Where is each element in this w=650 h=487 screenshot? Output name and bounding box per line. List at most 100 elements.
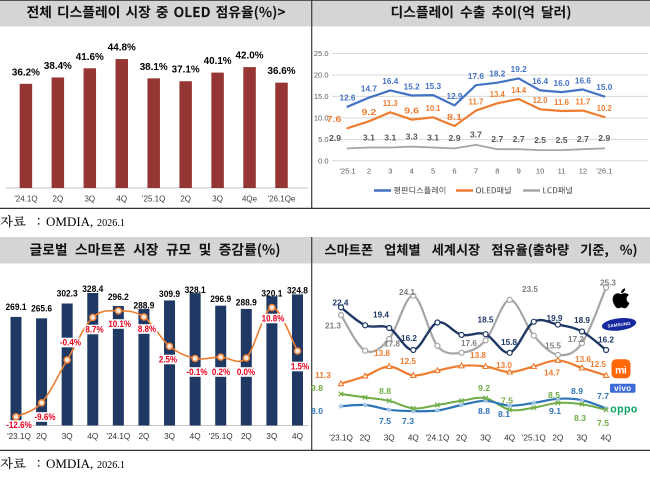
svg-text:288.9: 288.9 — [236, 297, 257, 308]
svg-text:20.0: 20.0 — [314, 71, 329, 80]
svg-text:38.1%: 38.1% — [140, 62, 168, 73]
svg-text:2026.1: 2026.1 — [97, 218, 125, 229]
svg-text:25.0: 25.0 — [314, 49, 329, 58]
svg-text:7.5: 7.5 — [597, 419, 610, 428]
svg-text:7.6: 7.6 — [327, 115, 343, 124]
svg-text:12.6: 12.6 — [340, 94, 357, 103]
svg-text:8.0: 8.0 — [311, 407, 324, 416]
svg-text:42.0%: 42.0% — [236, 51, 264, 62]
svg-text:-12.6%: -12.6% — [6, 420, 32, 430]
svg-text:-0.1%: -0.1% — [187, 367, 208, 377]
svg-text:37.1%: 37.1% — [172, 65, 200, 76]
svg-text:12.5: 12.5 — [590, 360, 607, 369]
svg-text:15.2: 15.2 — [404, 82, 421, 91]
svg-text:40.1%: 40.1% — [204, 56, 232, 67]
svg-text:2Q: 2Q — [36, 432, 47, 441]
svg-text:13.8: 13.8 — [374, 349, 391, 358]
svg-text:8.8%: 8.8% — [138, 324, 156, 334]
svg-text:328.4: 328.4 — [82, 284, 104, 295]
svg-text:2.7: 2.7 — [577, 135, 590, 144]
svg-text:309.9: 309.9 — [159, 289, 180, 300]
svg-text:8.5: 8.5 — [548, 391, 561, 400]
svg-text:7: 7 — [474, 166, 478, 175]
svg-text:7.5: 7.5 — [501, 396, 514, 405]
svg-text:8.3: 8.3 — [574, 414, 587, 423]
svg-text:4Q: 4Q — [504, 434, 515, 443]
svg-text:4Q: 4Q — [408, 434, 419, 443]
svg-text:16.6: 16.6 — [575, 76, 592, 85]
svg-text:19.9: 19.9 — [547, 314, 564, 323]
svg-text:44.8%: 44.8% — [108, 43, 136, 54]
svg-text:8.9: 8.9 — [571, 387, 584, 396]
svg-text:3.1: 3.1 — [427, 133, 440, 142]
svg-text:8.1: 8.1 — [447, 113, 463, 122]
svg-text:2Q: 2Q — [552, 434, 563, 443]
svg-text:15.3: 15.3 — [425, 82, 442, 91]
svg-text:'23.1Q: '23.1Q — [7, 432, 31, 441]
svg-text:17.6: 17.6 — [468, 72, 485, 81]
svg-text:3Q: 3Q — [84, 194, 95, 203]
svg-text:288.9: 288.9 — [133, 300, 154, 311]
svg-text:'25.1: '25.1 — [339, 166, 355, 175]
svg-text:14.7: 14.7 — [361, 84, 378, 93]
svg-text:15.5: 15.5 — [545, 342, 562, 351]
svg-text:296.2: 296.2 — [108, 292, 129, 303]
svg-text:10.1%: 10.1% — [108, 319, 131, 329]
svg-text:2.9: 2.9 — [449, 134, 462, 143]
svg-text:3: 3 — [388, 166, 392, 175]
svg-text:8.1: 8.1 — [498, 410, 511, 419]
svg-text:320.1: 320.1 — [261, 289, 283, 300]
svg-text:4Q: 4Q — [116, 194, 127, 203]
svg-text:'24.1Q: '24.1Q — [425, 434, 449, 443]
svg-text:1.5%: 1.5% — [291, 362, 309, 372]
svg-text:11.7: 11.7 — [468, 97, 484, 106]
svg-text:12.5: 12.5 — [400, 357, 417, 366]
svg-text:324.8: 324.8 — [287, 286, 308, 297]
svg-text:10: 10 — [536, 166, 544, 175]
svg-text:36.2%: 36.2% — [12, 67, 40, 78]
svg-text:3.7: 3.7 — [470, 131, 483, 140]
svg-text:4Q: 4Q — [87, 432, 98, 441]
svg-text:21.3: 21.3 — [325, 321, 342, 330]
svg-text:2.5: 2.5 — [534, 136, 547, 145]
svg-text:7.5: 7.5 — [379, 417, 392, 426]
svg-text:3.1: 3.1 — [384, 133, 397, 142]
svg-text:13.0: 13.0 — [496, 361, 513, 370]
svg-text:12.0: 12.0 — [533, 96, 549, 105]
svg-text:11.6: 11.6 — [554, 98, 570, 107]
svg-text:3Q: 3Q — [212, 194, 223, 203]
svg-text:'26.1Qe: '26.1Qe — [268, 194, 296, 203]
svg-text:11: 11 — [558, 166, 566, 175]
svg-text:41.6%: 41.6% — [76, 52, 104, 63]
svg-text:10.8%: 10.8% — [262, 314, 285, 324]
svg-text:2Q: 2Q — [456, 434, 467, 443]
svg-text:3.1: 3.1 — [363, 133, 376, 142]
svg-text:16.4: 16.4 — [532, 77, 549, 86]
svg-text:'23.1Q: '23.1Q — [329, 434, 353, 443]
svg-text:16.2: 16.2 — [401, 334, 418, 343]
svg-text:2Q: 2Q — [138, 432, 149, 441]
svg-text:18.5: 18.5 — [478, 316, 495, 325]
svg-text:2Q: 2Q — [241, 432, 252, 441]
svg-text:3Q: 3Q — [480, 434, 491, 443]
svg-text:2.7: 2.7 — [491, 135, 504, 144]
svg-text:SAMSUNG: SAMSUNG — [607, 321, 631, 329]
svg-text:4Qe: 4Qe — [242, 194, 258, 203]
svg-text:11.7: 11.7 — [575, 97, 591, 106]
svg-text:11.3: 11.3 — [315, 371, 332, 380]
svg-text:mi: mi — [615, 365, 627, 377]
svg-text:7.7: 7.7 — [597, 392, 610, 401]
svg-text:10.0: 10.0 — [314, 113, 329, 122]
svg-text:296.9: 296.9 — [210, 294, 231, 305]
svg-text:10.2: 10.2 — [597, 104, 613, 113]
svg-text:vivo: vivo — [614, 384, 631, 393]
svg-text:269.1: 269.1 — [6, 302, 28, 313]
svg-text:4Q: 4Q — [190, 432, 201, 441]
svg-text:13.4: 13.4 — [490, 90, 506, 99]
svg-text:2.5: 2.5 — [556, 136, 569, 145]
svg-text:'25.1Q: '25.1Q — [522, 434, 546, 443]
svg-text:12.9: 12.9 — [447, 92, 464, 101]
svg-text:'24.1Q: '24.1Q — [14, 194, 37, 203]
svg-text:5.0: 5.0 — [318, 135, 328, 144]
svg-text:9.2: 9.2 — [361, 108, 377, 117]
